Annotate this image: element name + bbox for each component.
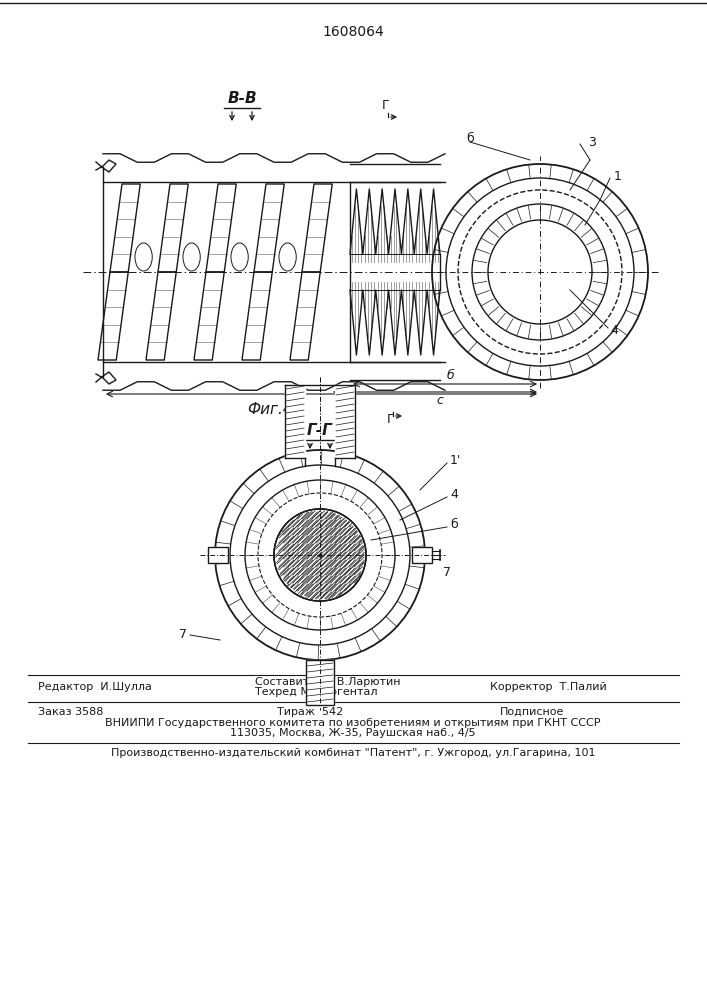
Text: Г: Г (382, 99, 390, 112)
Circle shape (274, 509, 366, 601)
Circle shape (472, 204, 608, 340)
Text: б: б (450, 518, 457, 532)
Text: б: б (446, 369, 454, 382)
Text: B-B: B-B (227, 91, 257, 106)
Polygon shape (208, 547, 228, 563)
Circle shape (230, 465, 410, 645)
Circle shape (215, 450, 425, 660)
Text: 7: 7 (179, 629, 187, 642)
Text: Корректор  Т.Палий: Корректор Т.Палий (490, 682, 607, 692)
Text: Составитель  В.Ларютин: Составитель В.Ларютин (255, 677, 400, 687)
Text: 1': 1' (450, 454, 462, 466)
Text: Г: Г (387, 413, 395, 426)
Polygon shape (306, 660, 334, 705)
Text: 4: 4 (610, 324, 618, 336)
Text: ВНИИПИ Государственного комитета по изобретениям и открытиям при ГКНТ СССР: ВНИИПИ Государственного комитета по изоб… (105, 718, 601, 728)
Text: 113035, Москва, Ж-35, Раушская наб., 4/5: 113035, Москва, Ж-35, Раушская наб., 4/5 (230, 728, 476, 738)
Polygon shape (412, 547, 432, 563)
Text: с: с (436, 394, 443, 407)
Circle shape (488, 220, 592, 324)
Circle shape (274, 509, 366, 601)
Circle shape (432, 164, 648, 380)
Text: 7: 7 (443, 566, 451, 580)
Circle shape (446, 178, 634, 366)
Text: 3: 3 (588, 135, 596, 148)
Text: Производственно-издательский комбинат "Патент", г. Ужгород, ул.Гагарина, 101: Производственно-издательский комбинат "П… (111, 748, 595, 758)
Text: 4: 4 (450, 488, 458, 502)
Text: Г-Г: Г-Г (307, 423, 333, 438)
Circle shape (245, 480, 395, 630)
Text: Редактор  И.Шулла: Редактор И.Шулла (38, 682, 152, 692)
Text: 1608064: 1608064 (322, 25, 384, 39)
Circle shape (458, 190, 622, 354)
Text: Фиг.5: Фиг.5 (297, 635, 343, 650)
Text: 1: 1 (614, 169, 622, 182)
Text: Подписное: Подписное (500, 707, 564, 717)
Text: Фиг.4: Фиг.4 (247, 402, 293, 418)
Text: б: б (466, 131, 474, 144)
Text: Заказ 3588: Заказ 3588 (38, 707, 103, 717)
Text: Техред М.Моргентал: Техред М.Моргентал (255, 687, 378, 697)
Text: Тираж  542: Тираж 542 (277, 707, 343, 717)
Text: D: D (286, 396, 297, 410)
